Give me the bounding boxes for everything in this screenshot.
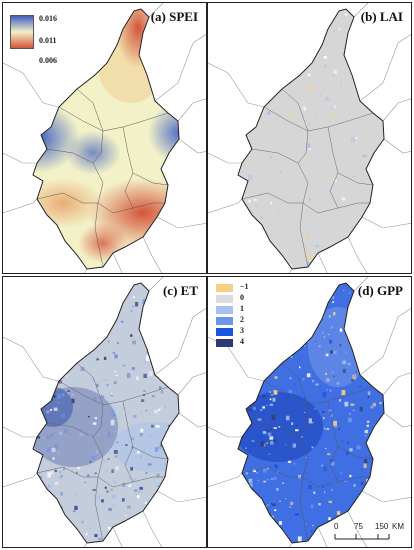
legend-label: 0 [240,293,244,302]
panel-spei: (a) SPEI 0.016 0.011 0.006 [2,2,207,274]
legend-label: 2 [240,315,244,324]
scale-bar: 0 75 150 KM [334,522,404,544]
panel-title-gpp: (d) GPP [357,283,403,298]
map-spei [3,3,206,273]
legend-swatch [216,295,233,303]
legend-swatch [216,284,233,292]
legend-label: 3 [240,326,244,335]
inner-boundaries-a [36,88,169,268]
colorbar-max: 0.016 [39,14,57,23]
outer-boundaries-a [3,3,206,273]
panel-title-spei: (a) SPEI [150,9,198,24]
legend-item: 4 [216,337,276,349]
panel-gpp: (d) GPP −1 0 1 2 3 4 [207,276,412,548]
scale-bar-line [334,534,390,540]
colorbar-gradient [10,15,34,49]
panel-title-et: (c) ET [162,283,198,298]
map-lai [208,3,411,273]
legend-swatch [216,306,233,314]
legend-label: −1 [240,282,249,291]
legend-item: 3 [216,326,276,338]
legend-item: 1 [216,304,276,316]
legend-label: 1 [240,304,244,313]
scale-label-0: 0 [334,522,339,531]
map-et [3,277,206,547]
scale-label-75: 75 [354,522,363,531]
legend-swatch [216,328,233,336]
panel-title-lai: (b) LAI [360,9,403,24]
legend-item: −1 [216,282,276,294]
panel-et: (c) ET [2,276,207,548]
panel-lai: (b) LAI [207,2,412,274]
legend-item: 0 [216,293,276,305]
legend-item: 2 [216,315,276,327]
class-legend: −1 0 1 2 3 4 [216,282,276,349]
legend-swatch [216,317,233,325]
legend-label: 4 [240,337,244,346]
colorbar-min: 0.006 [39,56,57,65]
map-gpp [208,277,411,547]
scale-unit: KM [392,522,404,531]
colorbar-mid: 0.011 [39,36,57,45]
legend-swatch [216,339,233,347]
scale-label-150: 150 [375,522,389,531]
